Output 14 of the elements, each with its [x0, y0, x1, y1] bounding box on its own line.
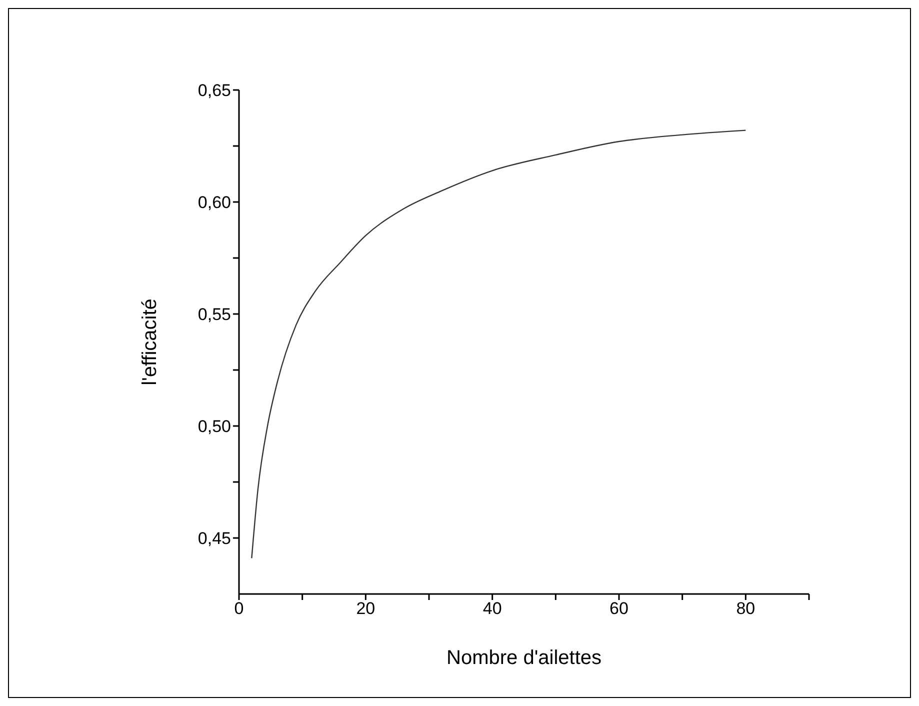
y-tick-label: 0,65 — [198, 81, 231, 100]
x-tick-label: 0 — [234, 599, 244, 618]
y-tick-label: 0,45 — [198, 529, 231, 548]
y-tick-label: 0,55 — [198, 305, 231, 324]
x-tick-label: 20 — [356, 599, 376, 618]
y-tick-label: 0,60 — [198, 193, 231, 212]
x-tick-label: 40 — [482, 599, 502, 618]
y-axis-title: l'efficacité — [139, 298, 162, 386]
x-tick-label: 80 — [736, 599, 756, 618]
x-axis-title: Nombre d'ailettes — [446, 647, 602, 669]
x-tick-label: 60 — [610, 599, 628, 618]
page-frame: 0 20 40 60 80 Nombre d'ailettes 0,45 0,50 0,55 0,60 0,65 l'efficacité — [8, 8, 911, 698]
y-tick-label: 0,50 — [198, 417, 231, 436]
line-series — [251, 130, 746, 559]
